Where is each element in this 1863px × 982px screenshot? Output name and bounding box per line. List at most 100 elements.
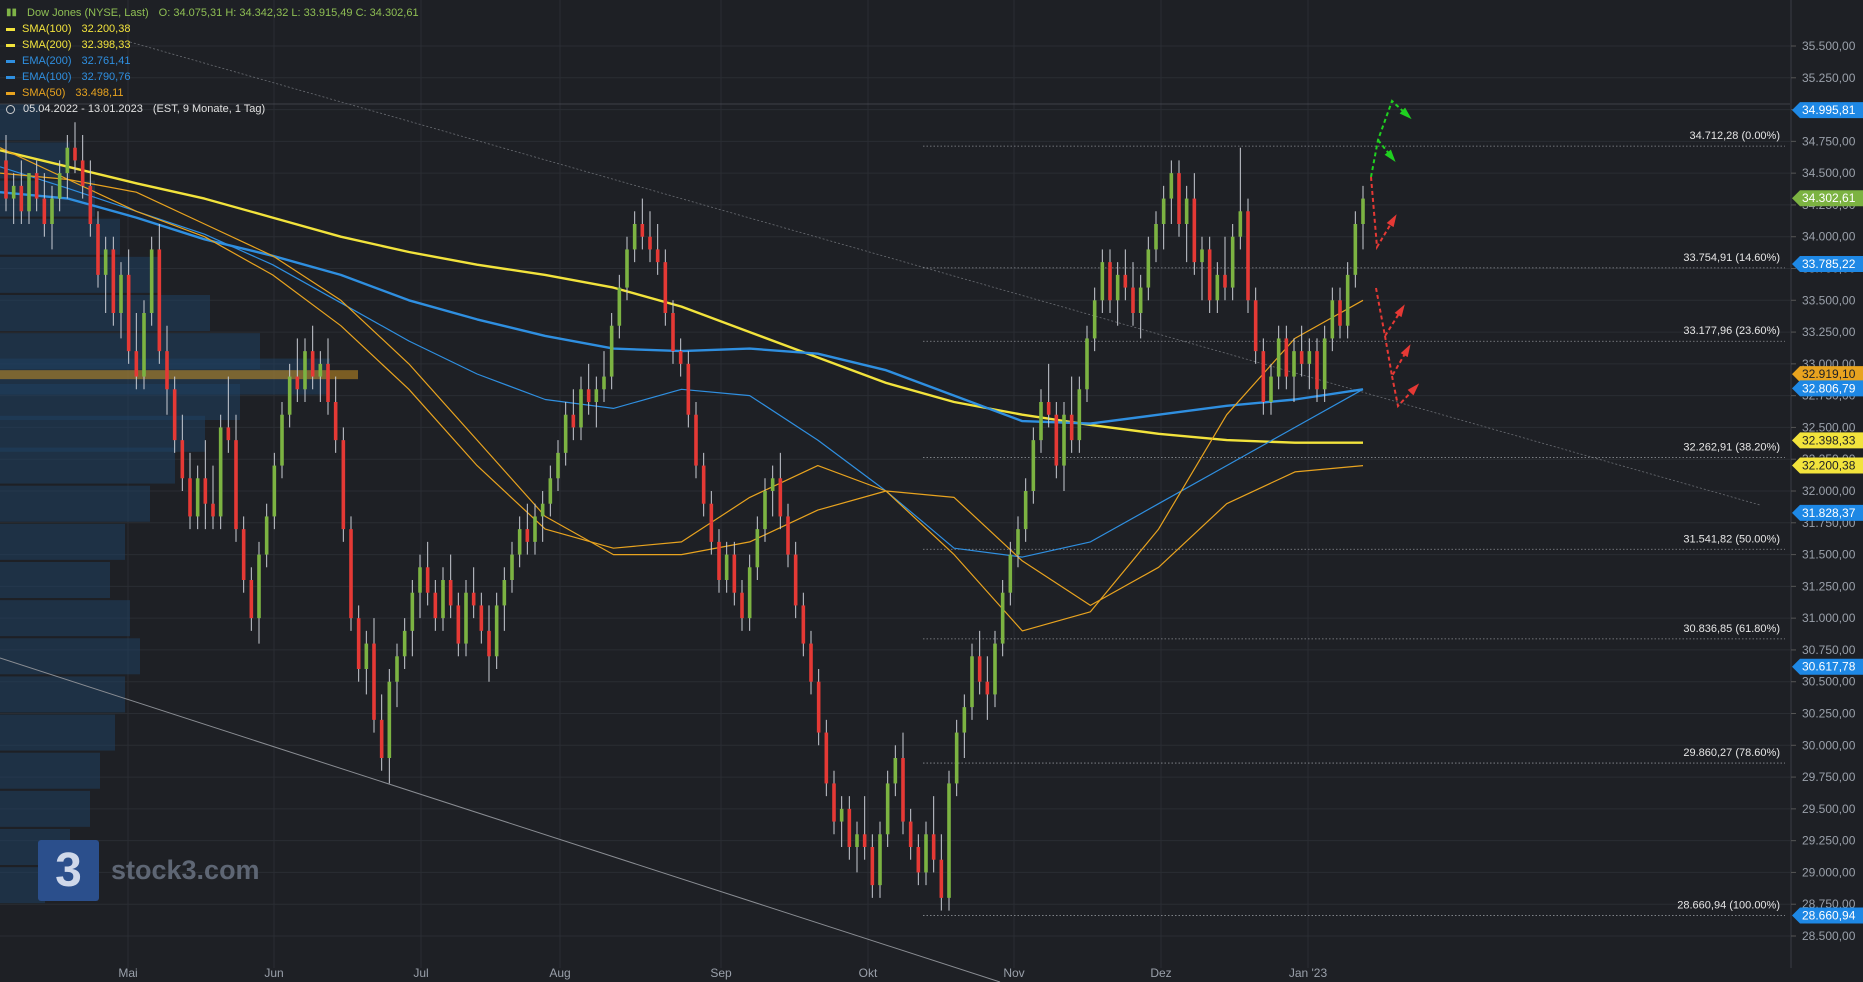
x-tick-label: Dez xyxy=(1150,966,1171,980)
candlesticks xyxy=(4,122,1365,911)
candle-body xyxy=(816,681,821,733)
candle-body xyxy=(916,847,921,873)
candle-body xyxy=(234,440,238,530)
volume-profile-bar xyxy=(0,384,240,420)
candle-body xyxy=(878,834,882,886)
bearish-projection-arrow-4-head xyxy=(1407,383,1420,396)
candle-body xyxy=(993,643,997,695)
candle-body xyxy=(901,758,905,822)
candle-body xyxy=(157,249,162,352)
sma50-swatch xyxy=(6,91,15,95)
candle-body xyxy=(195,478,200,517)
price-tag xyxy=(1792,457,1863,474)
candle-body xyxy=(939,859,944,898)
candle-body xyxy=(502,580,507,606)
candle-body xyxy=(203,478,208,504)
clock-icon xyxy=(6,104,15,114)
candle-body xyxy=(977,656,982,682)
sma100-swatch xyxy=(6,27,15,31)
candle-body xyxy=(793,554,798,606)
volume-profile-bar xyxy=(0,218,120,255)
price-tag-label: 30.617,78 xyxy=(1802,660,1856,674)
period-detail: (EST, 9 Monate, 1 Tag) xyxy=(152,103,266,115)
candle-body xyxy=(594,389,599,402)
legend-item-sma200[interactable]: SMA(200) 32.398,33 xyxy=(6,37,425,53)
candle-body xyxy=(441,580,445,619)
candle-body xyxy=(625,249,629,288)
moving-average-line xyxy=(0,149,1363,444)
candle-body xyxy=(487,630,491,657)
candle-body xyxy=(1253,300,1258,352)
fib-level-label: 31.541,82 (50.00%) xyxy=(1683,533,1780,545)
legend-item-sma50[interactable]: SMA(50) 33.498,11 xyxy=(6,85,425,101)
price-tag xyxy=(1792,504,1863,521)
price-tag-label: 31.828,37 xyxy=(1802,506,1856,520)
fib-level-label: 32.262,91 (38.20%) xyxy=(1683,442,1780,454)
candle-body xyxy=(19,185,24,212)
candle-body xyxy=(448,580,453,606)
y-tick-label: 31.500,00 xyxy=(1802,548,1856,562)
candle-body xyxy=(1154,224,1158,250)
candle-body xyxy=(954,732,959,784)
candle-body xyxy=(747,567,752,619)
candle-body xyxy=(1138,287,1143,313)
price-tag-label: 32.919,10 xyxy=(1802,367,1856,381)
legend-item-ema100[interactable]: EMA(100) 32.790,76 xyxy=(6,69,425,85)
legend-item-ema200[interactable]: EMA(200) 32.761,41 xyxy=(6,53,425,69)
candle-body xyxy=(847,808,852,847)
candle-body xyxy=(356,618,361,669)
y-tick-label: 31.250,00 xyxy=(1802,579,1856,593)
candle-body xyxy=(1276,338,1281,377)
y-tick-label: 35.500,00 xyxy=(1802,39,1856,53)
candle-body xyxy=(333,402,338,441)
candle-body xyxy=(970,656,974,708)
instrument-name: Dow Jones (NYSE, Last) xyxy=(27,7,149,19)
volume-profile-bar xyxy=(0,714,115,751)
candle-body xyxy=(280,414,284,466)
price-tag-label: 28.660,94 xyxy=(1802,909,1856,923)
fib-level-label: 28.660,94 (100.00%) xyxy=(1677,900,1780,912)
candle-body xyxy=(1123,274,1128,288)
bearish-projection-arrow-3-head xyxy=(1400,344,1411,358)
candle-body xyxy=(1200,249,1204,263)
volume-profile-bar xyxy=(0,447,175,484)
ema200-swatch xyxy=(6,59,15,63)
candle-body xyxy=(778,478,783,517)
candle-body xyxy=(1269,376,1273,402)
candle-body xyxy=(1161,198,1166,224)
candle-body xyxy=(908,821,913,847)
candle-body xyxy=(134,351,139,377)
ohlc-values: O: 34.075,31 H: 34.342,32 L: 33.915,49 C… xyxy=(158,7,419,19)
bullish-projection-arrow xyxy=(1370,99,1406,178)
candle-body xyxy=(65,147,70,174)
candle-body xyxy=(149,249,154,313)
candle-body xyxy=(119,274,123,313)
candle-body xyxy=(839,808,844,822)
moving-average-line xyxy=(0,172,1364,607)
candle-body xyxy=(218,427,223,517)
candle-body xyxy=(103,249,108,275)
candle-body xyxy=(264,516,269,555)
price-tag xyxy=(1792,658,1863,675)
y-tick-label: 29.000,00 xyxy=(1802,865,1856,879)
candle-body xyxy=(548,478,553,504)
time-axis[interactable]: Mai Jun Jul Aug Sep Okt Nov Dez Jan '23 xyxy=(118,966,1327,980)
candle-body xyxy=(1077,389,1082,441)
bearish-projection-arrow-4 xyxy=(1391,375,1414,409)
price-tag xyxy=(1792,907,1863,924)
candle-body xyxy=(11,185,16,199)
legend-value: 32.200,38 xyxy=(81,23,131,35)
candle-body xyxy=(80,160,85,186)
candle-body xyxy=(42,198,47,224)
candle-body xyxy=(517,529,522,555)
candle-body xyxy=(379,719,384,758)
candle-body xyxy=(172,389,177,441)
legend-item-sma100[interactable]: SMA(100) 32.200,38 xyxy=(6,21,425,37)
price-tag xyxy=(1792,380,1863,397)
candle-body xyxy=(34,173,39,199)
y-tick-label: 30.750,00 xyxy=(1802,643,1856,657)
sma200-swatch xyxy=(6,43,15,47)
volume-profile-bar xyxy=(0,485,150,522)
x-tick-label: Mai xyxy=(118,966,137,980)
